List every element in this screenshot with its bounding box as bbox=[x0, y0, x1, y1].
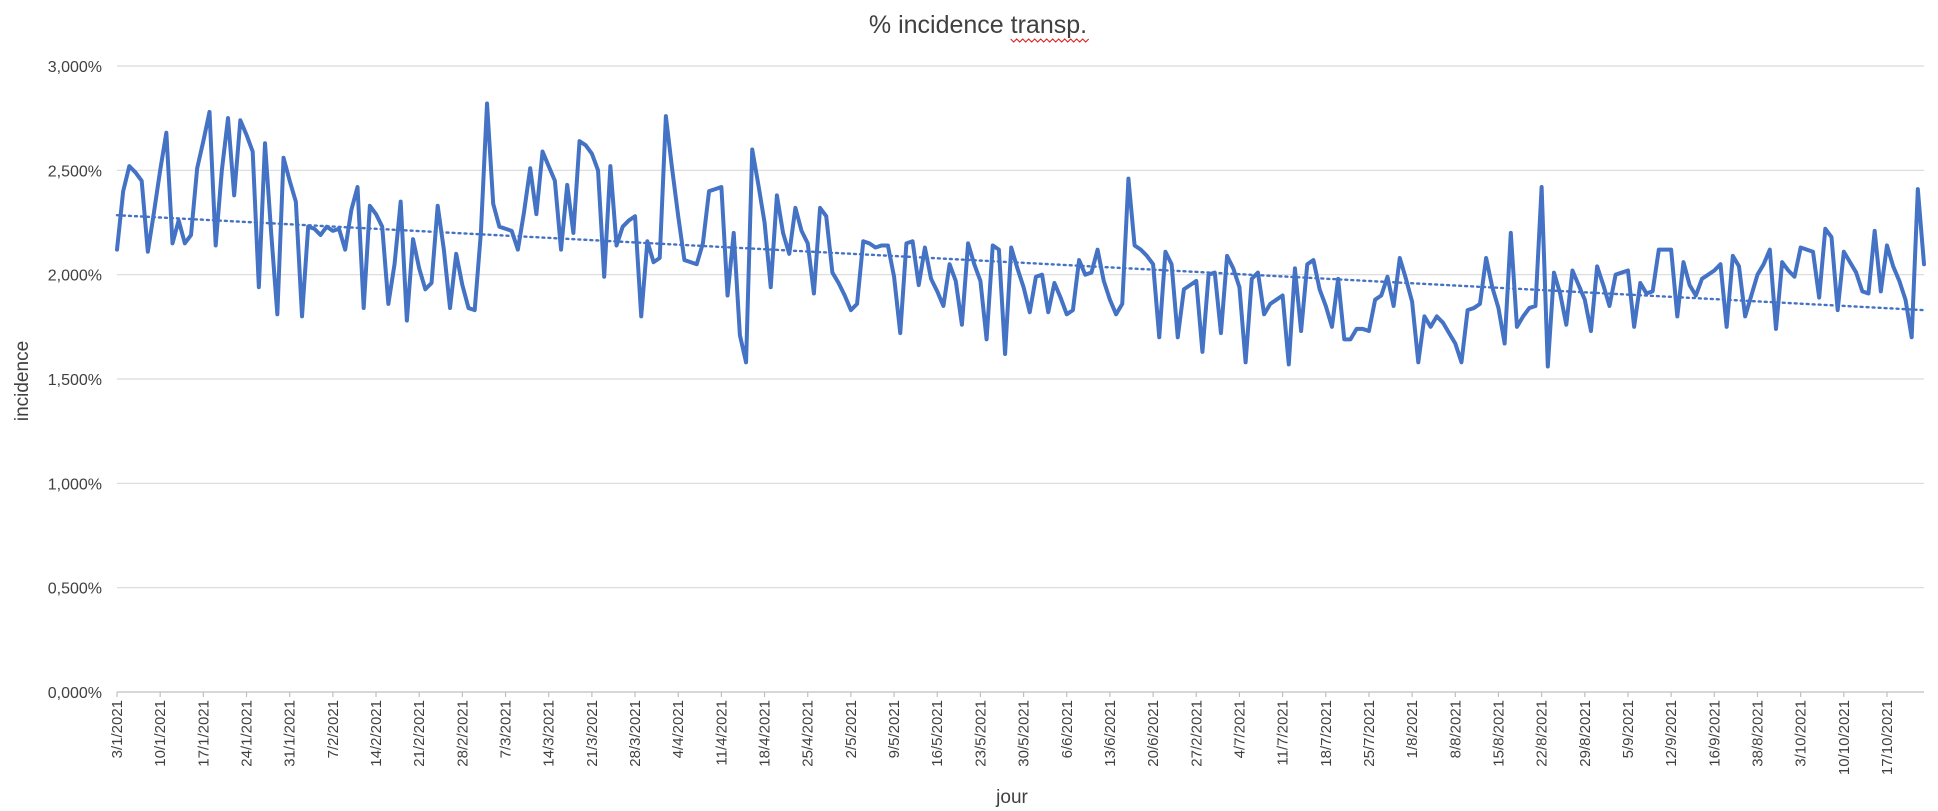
x-tick-label: 3/1/2021 bbox=[109, 700, 126, 758]
x-tick-label: 9/5/2021 bbox=[886, 700, 903, 758]
x-tick-label: 20/6/2021 bbox=[1145, 700, 1162, 767]
x-tick-label: 22/8/2021 bbox=[1534, 700, 1551, 767]
x-tick-label: 8/8/2021 bbox=[1447, 700, 1464, 758]
x-tick-label: 6/6/2021 bbox=[1059, 700, 1076, 758]
x-tick-label: 18/4/2021 bbox=[757, 700, 774, 767]
series-line bbox=[115, 101, 1926, 369]
x-tick-label: 1/8/2021 bbox=[1404, 700, 1421, 758]
x-tick-label: 38/8/2021 bbox=[1750, 700, 1767, 767]
x-tick-label: 18/7/2021 bbox=[1318, 700, 1335, 767]
x-tick-label: 10/10/2021 bbox=[1836, 700, 1853, 775]
x-tick-label: 25/4/2021 bbox=[800, 700, 817, 767]
x-tick-label: 4/4/2021 bbox=[670, 700, 687, 758]
gridlines bbox=[117, 65, 1924, 589]
spellcheck-underline bbox=[1010, 38, 1090, 43]
x-tick-label: 31/1/2021 bbox=[282, 700, 299, 767]
x-tick-label: 3/10/2021 bbox=[1793, 700, 1810, 767]
chart-title: % incidence transp. bbox=[869, 11, 1087, 39]
x-tick-label: 4/7/2021 bbox=[1231, 700, 1248, 758]
x-tick-label: 7/2/2021 bbox=[325, 700, 342, 758]
y-tick-label: 0,000% bbox=[48, 685, 102, 702]
trendline-layer bbox=[115, 213, 1926, 312]
chart-title-prefix: % incidence bbox=[869, 11, 1011, 39]
x-tick-label: 12/9/2021 bbox=[1663, 700, 1680, 767]
x-tick-label: 16/9/2021 bbox=[1706, 700, 1723, 767]
x-tick-label: 7/3/2021 bbox=[498, 700, 515, 758]
x-tick-label: 21/2/2021 bbox=[411, 700, 428, 767]
y-tick-label: 2,500% bbox=[48, 163, 102, 180]
y-tick-label: 2,000% bbox=[48, 268, 102, 285]
y-tick-label: 1,000% bbox=[48, 476, 102, 493]
x-tick-label: 5/9/2021 bbox=[1620, 700, 1637, 758]
x-tick-label: 14/3/2021 bbox=[541, 700, 558, 767]
y-axis-ticks: 0,000% 0,500% 1,000% 1,500% 2,000% 2,500% 3,00… bbox=[48, 59, 102, 702]
y-tick-label: 3,000% bbox=[48, 59, 102, 76]
y-axis-label: incidence bbox=[12, 341, 33, 421]
x-tick-label: 24/1/2021 bbox=[239, 700, 256, 767]
x-tick-label: 10/1/2021 bbox=[152, 700, 169, 767]
x-tick-label: 27/2/2021 bbox=[1188, 700, 1205, 767]
x-tick-label: 13/6/2021 bbox=[1102, 700, 1119, 767]
x-tick-label: 25/7/2021 bbox=[1361, 700, 1378, 767]
x-tick-label: 21/3/2021 bbox=[584, 700, 601, 767]
x-tick-label: 29/8/2021 bbox=[1577, 700, 1594, 767]
x-tick-label: 2/5/2021 bbox=[843, 700, 860, 758]
y-tick-label: 1,500% bbox=[48, 372, 102, 389]
x-tick-label: 28/3/2021 bbox=[627, 700, 644, 767]
x-tick-label: 11/4/2021 bbox=[713, 700, 730, 766]
x-tick-label: 16/5/2021 bbox=[929, 700, 946, 767]
chart-title-suffix: transp. bbox=[1011, 11, 1087, 39]
x-tick-label: 17/10/2021 bbox=[1879, 700, 1896, 775]
x-tick-label: 23/5/2021 bbox=[972, 700, 989, 767]
trendline bbox=[115, 213, 1926, 312]
y-tick-label: 0,500% bbox=[48, 581, 102, 598]
x-tick-label: 17/1/2021 bbox=[195, 700, 212, 767]
x-axis-ticks: 3/1/2021 10/1/2021 17/1/2021 24/1/2021 31/1/… bbox=[109, 692, 1896, 775]
x-tick-label: 11/7/2021 bbox=[1275, 700, 1292, 766]
x-tick-label: 28/2/2021 bbox=[454, 700, 471, 767]
x-axis-label: jour bbox=[995, 787, 1028, 808]
x-tick-label: 14/2/2021 bbox=[368, 700, 385, 767]
x-tick-label: 30/5/2021 bbox=[1016, 700, 1033, 767]
x-tick-label: 15/8/2021 bbox=[1491, 700, 1508, 767]
series-layer bbox=[115, 101, 1926, 369]
